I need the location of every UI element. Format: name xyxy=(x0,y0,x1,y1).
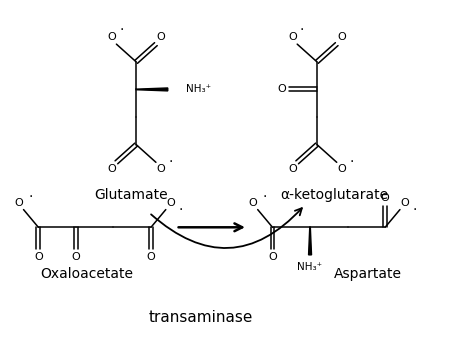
Text: O: O xyxy=(147,252,156,262)
Text: ·: · xyxy=(300,23,304,37)
Text: ·: · xyxy=(169,155,173,169)
Text: O: O xyxy=(277,84,286,94)
Text: Glutamate: Glutamate xyxy=(94,188,168,202)
Text: Aspartate: Aspartate xyxy=(334,266,402,281)
Text: NH₃⁺: NH₃⁺ xyxy=(186,84,211,94)
Text: ·: · xyxy=(350,155,354,169)
Text: O: O xyxy=(156,164,165,174)
Text: ·: · xyxy=(119,23,124,37)
Text: O: O xyxy=(248,198,257,208)
Text: O: O xyxy=(268,252,277,262)
Text: O: O xyxy=(71,252,80,262)
Text: Oxaloacetate: Oxaloacetate xyxy=(40,266,133,281)
Text: O: O xyxy=(381,193,389,203)
Text: NH₃⁺: NH₃⁺ xyxy=(298,262,323,272)
Polygon shape xyxy=(136,88,168,91)
Polygon shape xyxy=(308,227,312,255)
Text: ·: · xyxy=(28,190,32,204)
Text: O: O xyxy=(337,32,346,42)
Text: O: O xyxy=(34,252,43,262)
Text: transaminase: transaminase xyxy=(148,310,252,325)
Text: O: O xyxy=(14,198,23,208)
Text: O: O xyxy=(107,164,116,174)
Text: ·: · xyxy=(413,203,417,217)
Text: ·: · xyxy=(178,203,183,217)
Text: O: O xyxy=(400,198,409,208)
FancyArrowPatch shape xyxy=(151,208,302,248)
Text: α-ketoglutarate: α-ketoglutarate xyxy=(281,188,389,202)
Text: O: O xyxy=(337,164,346,174)
Text: O: O xyxy=(107,32,116,42)
Text: ·: · xyxy=(263,190,267,204)
Text: O: O xyxy=(156,32,165,42)
Text: O: O xyxy=(288,32,297,42)
Text: O: O xyxy=(166,198,175,208)
Text: O: O xyxy=(288,164,297,174)
